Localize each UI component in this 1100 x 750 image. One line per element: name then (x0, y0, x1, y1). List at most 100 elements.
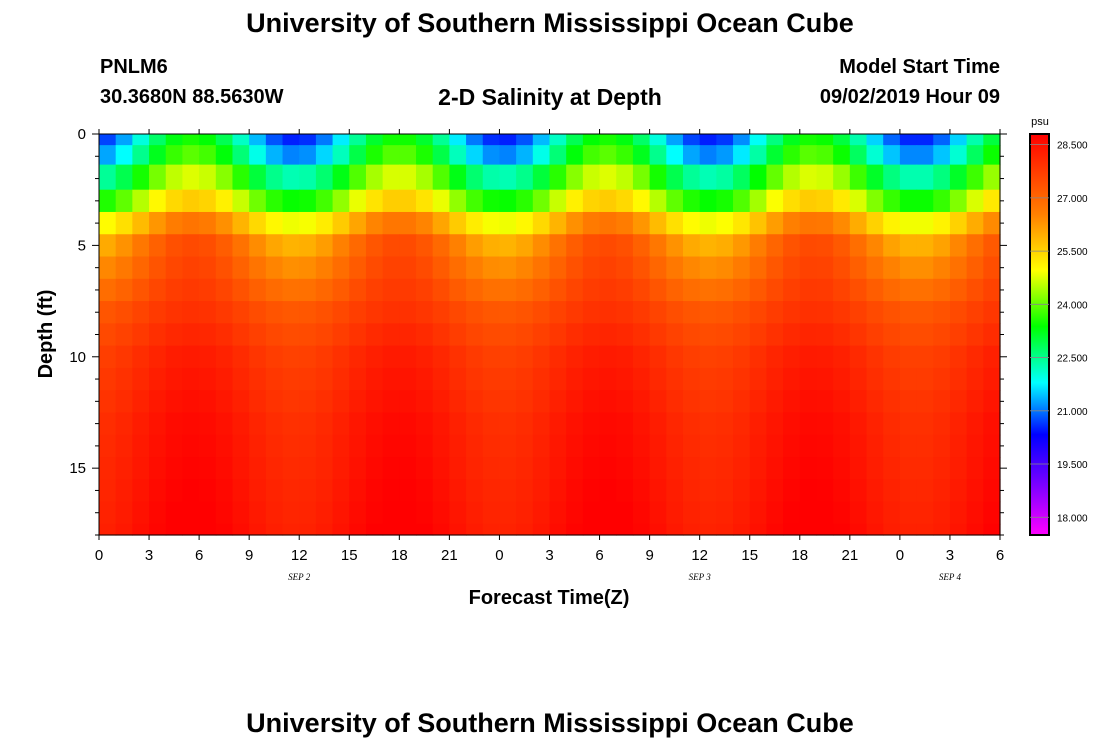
heatmap-cell (115, 479, 133, 503)
heatmap-cell (716, 323, 734, 347)
heatmap-cell (949, 189, 968, 213)
heatmap-cell (632, 412, 651, 436)
heatmap-cell (849, 434, 868, 458)
heatmap-cell (749, 434, 768, 458)
heatmap-cell (599, 301, 617, 324)
heatmap-cell (249, 367, 267, 391)
heatmap-cell (616, 501, 634, 525)
heatmap-cell (716, 234, 734, 258)
heatmap-cell (399, 301, 417, 324)
heatmap-cell (933, 211, 951, 235)
heatmap-cell (716, 457, 734, 480)
heatmap-cell (849, 145, 868, 166)
colorbar-tick-label: 24.000 (1057, 300, 1088, 311)
heatmap-cell (849, 164, 868, 191)
heatmap-cell (666, 345, 684, 369)
heatmap-cell (265, 323, 284, 347)
heatmap-cell (816, 145, 834, 166)
heatmap-cell (766, 345, 784, 369)
heatmap-cell (766, 134, 784, 146)
heatmap-cell (616, 301, 634, 324)
heatmap-cell (716, 367, 734, 391)
heatmap-cell (365, 301, 384, 324)
heatmap-cell (799, 412, 818, 436)
heatmap-cell (149, 278, 167, 302)
heatmap-cell (799, 134, 818, 146)
heatmap-cell (516, 189, 534, 213)
heatmap-cell (349, 345, 367, 369)
heatmap-cell (115, 323, 133, 347)
heatmap-cell (566, 390, 584, 414)
heatmap-cell (482, 412, 501, 436)
heatmap-cell (482, 390, 501, 414)
heatmap-cell (282, 256, 300, 280)
heatmap-cell (365, 164, 384, 191)
heatmap-cell (649, 434, 667, 458)
heatmap-cell (299, 390, 317, 414)
heatmap-cell (332, 256, 350, 280)
heatmap-cell (899, 256, 918, 280)
heatmap-cell (666, 412, 684, 436)
heatmap-cell (416, 345, 434, 369)
heatmap-cell (666, 390, 684, 414)
heatmap-cell (916, 457, 934, 480)
heatmap-cell (115, 145, 133, 166)
heatmap-cell (733, 145, 751, 166)
heatmap-cell (883, 278, 901, 302)
heatmap-cell (783, 390, 801, 414)
heatmap-cell (883, 189, 901, 213)
heatmap-cell (599, 457, 617, 480)
x-tick-label: 6 (595, 547, 603, 564)
heatmap-cell (399, 323, 417, 347)
heatmap-cell (682, 211, 701, 235)
heatmap-cell (883, 345, 901, 369)
heatmap-cell (382, 367, 400, 391)
heatmap-cell (699, 523, 717, 536)
heatmap-cell (499, 301, 517, 324)
heatmap-cell (566, 145, 584, 166)
heatmap-cell (282, 301, 300, 324)
heatmap-cell (532, 234, 551, 258)
heatmap-cell (199, 211, 217, 235)
heatmap-cell (682, 256, 701, 280)
heatmap-cell (582, 390, 601, 414)
heatmap-cell (99, 301, 117, 324)
heatmap-cell (132, 523, 150, 536)
heatmap-cell (282, 134, 300, 146)
heatmap-cell (666, 301, 684, 324)
heatmap-cell (149, 211, 167, 235)
heatmap-cell (899, 434, 918, 458)
heatmap-cell (766, 189, 784, 213)
x-tick-label: 21 (841, 547, 858, 564)
heatmap-cell (482, 457, 501, 480)
heatmap-cell (349, 501, 367, 525)
heatmap-cell (799, 145, 818, 166)
heatmap-cell (99, 479, 117, 503)
heatmap-cell (532, 501, 551, 525)
heatmap-cell (599, 367, 617, 391)
heatmap-cell (866, 367, 884, 391)
heatmap-cell (99, 457, 117, 480)
heatmap-cell (482, 345, 501, 369)
heatmap-cell (582, 345, 601, 369)
heatmap-cell (849, 501, 868, 525)
heatmap-cell (349, 367, 367, 391)
heatmap-cell (532, 412, 551, 436)
heatmap-cell (416, 134, 434, 146)
heatmap-cell (182, 390, 200, 414)
heatmap-cell (799, 164, 818, 191)
x-tick-label: 15 (341, 547, 358, 564)
x-axis-label: Forecast Time(Z) (469, 587, 630, 609)
heatmap-cell (466, 134, 484, 146)
heatmap-cell (399, 278, 417, 302)
heatmap-cell (315, 134, 334, 146)
heatmap-cell (265, 523, 284, 536)
heatmap-cell (649, 345, 667, 369)
heatmap-cell (883, 145, 901, 166)
heatmap-cell (549, 211, 567, 235)
heatmap-cell (416, 323, 434, 347)
heatmap-cell (566, 412, 584, 436)
heatmap-cell (149, 145, 167, 166)
top-title: University of Southern Mississippi Ocean… (246, 8, 854, 38)
heatmap-cell (632, 367, 651, 391)
